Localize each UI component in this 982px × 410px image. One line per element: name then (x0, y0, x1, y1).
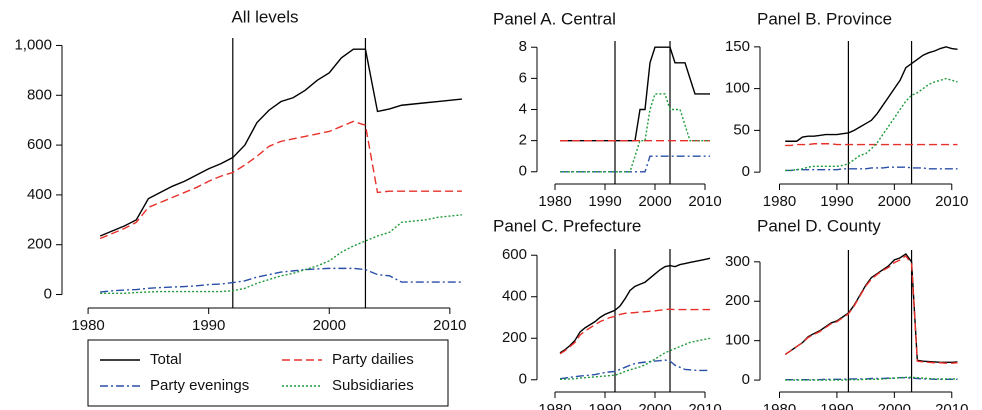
series-line (560, 93, 710, 173)
y-tick-label: 0 (519, 371, 527, 388)
y-tick-label: 0 (742, 163, 750, 180)
y-tick-label: 400 (27, 186, 52, 203)
series-line (559, 359, 710, 380)
x-tick-label: 2010 (433, 317, 466, 334)
x-tick-label: 2000 (313, 317, 346, 334)
series-line (785, 376, 958, 381)
legend-label: Subsidiaries (332, 377, 414, 394)
chart-title: Panel D. County (757, 216, 881, 235)
series-line (99, 120, 462, 240)
x-tick-label: 1980 (763, 193, 796, 210)
y-tick-label: 2 (519, 132, 527, 149)
x-tick-label: 2010 (688, 193, 721, 210)
y-tick-label: 8 (519, 38, 527, 55)
y-tick-label: 600 (502, 246, 527, 263)
x-tick-label: 2000 (878, 193, 911, 210)
chart-title: Panel C. Prefecture (493, 216, 641, 235)
y-tick-label: 400 (502, 288, 527, 305)
x-tick-label: 2000 (638, 193, 671, 210)
x-tick-label: 1990 (820, 401, 853, 410)
y-tick-label: 0 (742, 371, 750, 388)
series-line (100, 214, 462, 294)
series-line (785, 166, 958, 172)
y-tick-label: 6 (519, 69, 527, 86)
y-tick-label: 150 (725, 38, 750, 55)
x-tick-label: 2010 (688, 401, 721, 410)
y-tick-label: 4 (519, 100, 527, 117)
series-line (560, 155, 710, 173)
series-line (560, 46, 710, 142)
series-line (559, 257, 711, 354)
x-tick-label: 2000 (638, 401, 671, 410)
series-line (785, 143, 958, 147)
series-line (785, 77, 958, 172)
y-tick-label: 0 (44, 285, 52, 302)
legend-label: Party dailies (332, 351, 414, 368)
x-tick-label: 1980 (538, 193, 571, 210)
y-tick-label: 100 (725, 80, 750, 97)
chart-title: Panel A. Central (493, 9, 616, 28)
series-line (784, 252, 958, 364)
y-tick-label: 800 (27, 86, 52, 103)
x-tick-label: 1980 (71, 317, 104, 334)
x-tick-label: 1980 (538, 401, 571, 410)
legend-label: Total (150, 351, 182, 368)
y-tick-label: 200 (27, 236, 52, 253)
x-tick-label: 1990 (588, 193, 621, 210)
x-tick-label: 2010 (935, 193, 968, 210)
y-tick-label: 300 (725, 253, 750, 270)
x-tick-label: 2000 (878, 401, 911, 410)
x-tick-label: 1990 (820, 193, 853, 210)
series-line (785, 46, 958, 142)
y-tick-label: 50 (733, 121, 750, 138)
y-tick-label: 200 (725, 292, 750, 309)
chart-title: Panel B. Province (757, 9, 892, 28)
x-tick-label: 2010 (935, 401, 968, 410)
series-line (99, 48, 462, 237)
y-tick-label: 100 (725, 332, 750, 349)
x-tick-label: 1980 (763, 401, 796, 410)
series-line (559, 337, 711, 381)
x-tick-label: 1990 (588, 401, 621, 410)
series-line (100, 267, 462, 293)
series-line (784, 254, 958, 364)
series-line (559, 308, 710, 355)
y-tick-label: 200 (502, 329, 527, 346)
legend-box (87, 339, 449, 407)
y-tick-label: 600 (27, 136, 52, 153)
y-tick-label: 0 (519, 163, 527, 180)
y-tick-label: 1,000 (14, 36, 52, 53)
x-tick-label: 1990 (192, 317, 225, 334)
legend-label: Party evenings (150, 377, 249, 394)
chart-title: All levels (231, 7, 298, 26)
